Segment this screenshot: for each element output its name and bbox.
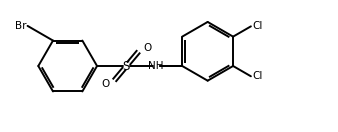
Text: Cl: Cl <box>252 21 263 31</box>
Text: Cl: Cl <box>252 71 263 81</box>
Text: O: O <box>143 43 151 53</box>
Text: Br: Br <box>15 21 26 31</box>
Text: O: O <box>102 79 110 89</box>
Text: S: S <box>123 60 130 72</box>
Text: NH: NH <box>148 61 164 71</box>
